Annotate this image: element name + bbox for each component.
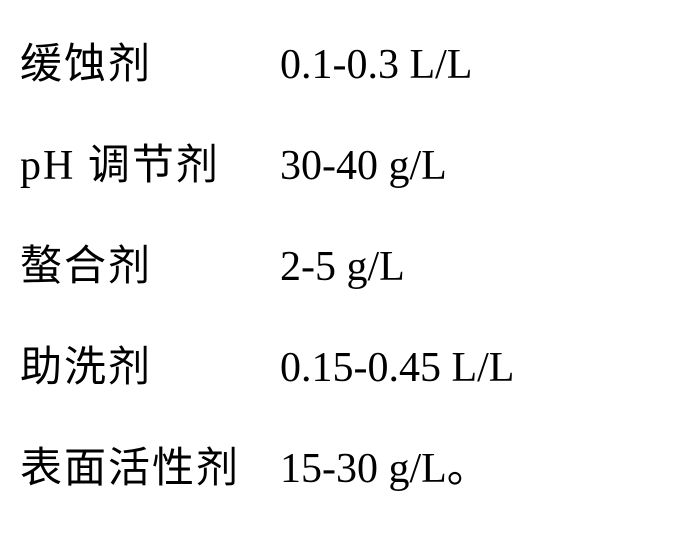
row-value: 0.15-0.45 L/L: [280, 344, 514, 392]
row-label: 螯合剂: [20, 232, 280, 293]
row-value: 30-40 g/L: [280, 142, 447, 190]
row-label: pH 调节剂: [20, 131, 280, 192]
table-row: 表面活性剂 15-30 g/L。: [20, 434, 672, 495]
ingredient-table: 缓蚀剂 0.1-0.3 L/L pH 调节剂 30-40 g/L 螯合剂 2-5…: [0, 0, 692, 533]
table-row: pH 调节剂 30-40 g/L: [20, 131, 672, 192]
row-value: 15-30 g/L。: [280, 434, 489, 495]
table-row: 缓蚀剂 0.1-0.3 L/L: [20, 30, 672, 91]
row-value: 0.1-0.3 L/L: [280, 41, 472, 89]
row-label: 缓蚀剂: [20, 30, 280, 91]
row-label: 表面活性剂: [20, 434, 280, 495]
table-row: 助洗剂 0.15-0.45 L/L: [20, 333, 672, 394]
ph-prefix: pH: [20, 143, 75, 189]
row-value: 2-5 g/L: [280, 243, 405, 291]
table-row: 螯合剂 2-5 g/L: [20, 232, 672, 293]
row-label: 助洗剂: [20, 333, 280, 394]
